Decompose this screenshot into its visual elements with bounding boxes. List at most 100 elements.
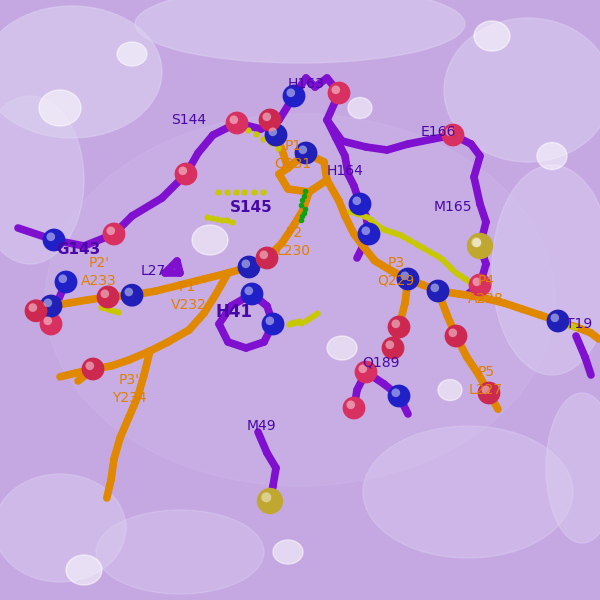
Text: L230: L230 [277, 244, 311, 258]
Circle shape [259, 109, 281, 131]
Text: P5: P5 [478, 365, 494, 379]
Circle shape [478, 382, 500, 404]
Circle shape [241, 283, 263, 305]
Text: H41: H41 [215, 303, 253, 321]
Ellipse shape [444, 18, 600, 162]
Ellipse shape [66, 555, 102, 585]
Circle shape [175, 163, 197, 185]
Circle shape [352, 196, 361, 205]
Circle shape [442, 124, 464, 146]
Circle shape [481, 385, 490, 394]
Circle shape [469, 274, 491, 296]
Text: P3': P3' [119, 373, 139, 387]
Circle shape [358, 223, 380, 245]
Circle shape [43, 298, 52, 307]
Ellipse shape [348, 98, 372, 119]
Circle shape [469, 235, 491, 257]
Ellipse shape [363, 426, 573, 558]
Text: P2: P2 [286, 226, 302, 240]
Circle shape [467, 233, 493, 259]
Text: Y234: Y234 [112, 391, 146, 405]
Circle shape [471, 237, 481, 247]
Circle shape [178, 166, 187, 175]
Circle shape [43, 316, 52, 325]
Ellipse shape [192, 225, 228, 255]
Circle shape [388, 385, 410, 407]
Text: G143: G143 [56, 241, 100, 257]
Circle shape [46, 232, 55, 241]
Circle shape [547, 310, 569, 332]
Circle shape [472, 238, 481, 247]
Text: Q189: Q189 [362, 356, 400, 370]
Ellipse shape [45, 114, 555, 486]
Circle shape [472, 277, 481, 286]
Circle shape [55, 271, 77, 293]
Text: L27: L27 [140, 264, 166, 278]
Circle shape [427, 280, 449, 302]
Circle shape [259, 250, 268, 259]
Circle shape [82, 358, 104, 380]
Circle shape [388, 316, 410, 338]
Circle shape [244, 286, 253, 295]
Text: A233: A233 [81, 274, 117, 288]
Circle shape [283, 85, 305, 107]
Circle shape [238, 256, 260, 278]
Text: Q231: Q231 [274, 157, 311, 171]
Circle shape [226, 112, 248, 134]
Circle shape [241, 259, 250, 268]
Circle shape [355, 361, 377, 383]
Circle shape [124, 287, 133, 296]
Text: T19: T19 [566, 317, 592, 331]
Circle shape [103, 223, 125, 245]
Circle shape [349, 193, 371, 215]
Text: Q229: Q229 [377, 274, 415, 288]
Circle shape [28, 303, 37, 312]
Text: H163: H163 [287, 77, 325, 91]
Circle shape [265, 316, 274, 325]
Circle shape [40, 313, 62, 335]
Circle shape [391, 388, 400, 397]
Circle shape [40, 295, 62, 317]
Circle shape [298, 145, 307, 154]
Ellipse shape [438, 379, 462, 401]
Circle shape [400, 271, 409, 280]
Circle shape [382, 337, 404, 359]
Text: P1': P1' [178, 280, 200, 294]
Circle shape [343, 397, 365, 419]
Circle shape [229, 115, 238, 124]
Ellipse shape [537, 142, 567, 169]
Text: M49: M49 [246, 419, 276, 433]
Ellipse shape [39, 90, 81, 126]
Circle shape [58, 274, 67, 283]
Text: H164: H164 [326, 164, 364, 178]
Ellipse shape [0, 96, 84, 264]
Ellipse shape [96, 510, 264, 594]
Ellipse shape [546, 393, 600, 543]
Text: P2': P2' [89, 256, 110, 270]
Circle shape [262, 112, 271, 121]
Text: A228: A228 [468, 292, 504, 306]
Text: L227: L227 [469, 383, 503, 397]
Text: P4: P4 [478, 274, 494, 288]
Circle shape [106, 226, 115, 235]
Circle shape [445, 325, 467, 347]
Circle shape [25, 299, 47, 322]
Ellipse shape [135, 0, 465, 63]
Circle shape [448, 328, 457, 337]
Circle shape [397, 268, 419, 290]
Circle shape [286, 88, 295, 97]
Text: P3: P3 [388, 256, 404, 270]
Circle shape [265, 124, 287, 146]
Circle shape [295, 142, 317, 164]
Circle shape [121, 284, 143, 307]
Text: V232: V232 [171, 298, 207, 312]
Circle shape [43, 229, 65, 251]
Circle shape [445, 127, 454, 136]
Ellipse shape [0, 474, 126, 582]
Circle shape [331, 85, 340, 94]
Circle shape [358, 364, 367, 373]
Circle shape [550, 313, 559, 322]
Circle shape [385, 340, 394, 349]
Ellipse shape [327, 336, 357, 360]
Text: S145: S145 [229, 199, 272, 214]
